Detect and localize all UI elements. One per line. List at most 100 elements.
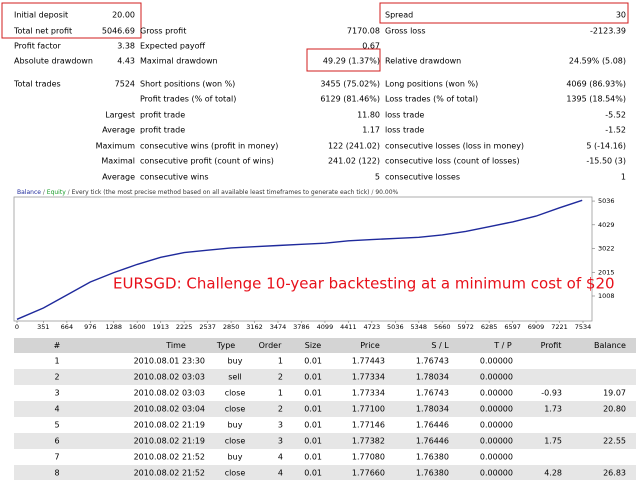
cell: 1.77334 [352, 373, 385, 382]
stat-value: 30 [616, 11, 626, 20]
x-tick-label: 3786 [293, 323, 310, 331]
x-tick-label: 2537 [199, 323, 216, 331]
cell: 1.78034 [416, 405, 449, 414]
cell: 20.80 [603, 405, 626, 414]
x-tick-label: 351 [37, 323, 49, 331]
cell: 1.73 [544, 405, 562, 414]
stat-label: profit trade [140, 111, 185, 120]
header-part: / [370, 189, 376, 196]
chart-header: Balance / Equity / Every tick (the most … [17, 189, 399, 196]
cell: 1 [54, 357, 59, 366]
cell: 1.76380 [416, 469, 449, 478]
stat-value: 4.43 [117, 57, 135, 66]
cell: 1 [278, 389, 283, 398]
x-tick-label: 2850 [223, 323, 240, 331]
stat-label: consecutive wins (profit in money) [140, 142, 278, 151]
cell: 0.01 [304, 453, 322, 462]
x-tick-label: 1913 [152, 323, 169, 331]
stat-label: Total net profit [13, 27, 72, 36]
cell: 0.01 [304, 437, 322, 446]
column-header: S / L [431, 341, 449, 350]
highlight-box [1, 2, 142, 39]
cell: 1.75 [544, 437, 562, 446]
cell: 1.77100 [352, 405, 385, 414]
plot-area [13, 196, 593, 322]
header-part: Equity [47, 189, 66, 196]
cell: 1.77660 [352, 469, 385, 478]
x-tick-label: 3474 [270, 323, 287, 331]
stat-value: 7170.08 [347, 27, 380, 36]
stat-prefix: Average [102, 126, 135, 135]
stat-value: 3455 (75.02%) [320, 80, 380, 89]
stat-prefix: Maximum [96, 142, 136, 151]
stat-label: Initial deposit [14, 11, 68, 20]
x-tick-label: 4411 [340, 323, 357, 331]
stat-label: Expected payoff [140, 42, 205, 51]
cell: 2010.08.01 23:30 [134, 357, 205, 366]
cell: 0.00000 [480, 389, 513, 398]
cell: 0.01 [304, 421, 322, 430]
x-tick-label: 1288 [105, 323, 122, 331]
cell: 0.00000 [480, 421, 513, 430]
row-bg [14, 401, 636, 417]
stat-value: 122 (241.02) [328, 142, 380, 151]
cell: 3 [54, 389, 59, 398]
stat-value: 6129 (81.46%) [320, 95, 380, 104]
x-tick-label: 6285 [481, 323, 498, 331]
column-header: Order [259, 341, 282, 350]
cell: 22.55 [603, 437, 626, 446]
stat-value: 3.38 [117, 42, 135, 51]
y-tick-label: 5036 [598, 197, 615, 205]
stat-value: 4069 (86.93%) [566, 80, 626, 89]
cell: close [225, 405, 246, 414]
stat-label: loss trade [385, 126, 424, 135]
table-header [14, 338, 636, 353]
cell: 1.76743 [416, 389, 449, 398]
cell: 1.76446 [416, 421, 449, 430]
column-header: T / P [493, 341, 512, 350]
header-part: 90.00% [375, 189, 398, 196]
stat-value: -1.52 [605, 126, 626, 135]
cell: 0.00000 [480, 453, 513, 462]
stat-value: 20.00 [112, 11, 135, 20]
cell: 19.07 [603, 389, 626, 398]
stat-label: consecutive losses (loss in money) [385, 142, 524, 151]
stat-prefix: Largest [105, 111, 135, 120]
cell: 4 [278, 453, 283, 462]
cell: 0.00000 [480, 373, 513, 382]
cell: 26.83 [603, 469, 626, 478]
x-tick-label: 4099 [317, 323, 334, 331]
cell: 1.77146 [352, 421, 385, 430]
cell: 5 [54, 421, 59, 430]
x-tick-label: 6909 [528, 323, 545, 331]
cell: 1.77443 [352, 357, 385, 366]
cell: 1.78034 [416, 373, 449, 382]
cell: 0.00000 [480, 469, 513, 478]
cell: 0.01 [304, 373, 322, 382]
stat-value: 5046.69 [102, 27, 135, 36]
column-header: Price [360, 341, 380, 350]
x-tick-label: 0 [15, 323, 19, 331]
stat-label: Relative drawdown [385, 57, 461, 66]
cell: 1.76446 [416, 437, 449, 446]
stat-value: 241.02 (122) [328, 157, 380, 166]
stat-prefix: Average [102, 173, 135, 182]
cell: 0.01 [304, 405, 322, 414]
cell: close [225, 389, 246, 398]
cell: 2010.08.02 21:19 [134, 421, 205, 430]
cell: 4 [54, 405, 59, 414]
x-tick-label: 5036 [387, 323, 404, 331]
stat-value: -15.50 (3) [586, 157, 626, 166]
cell: 2010.08.02 03:03 [134, 389, 205, 398]
balance-line [16, 199, 583, 320]
cell: 2 [54, 373, 59, 382]
cell: 1.77334 [352, 389, 385, 398]
x-tick-label: 664 [61, 323, 73, 331]
x-tick-label: 3162 [246, 323, 263, 331]
highlight-box [306, 48, 381, 72]
stat-label: Maximal drawdown [140, 57, 218, 66]
stat-value: -2123.39 [590, 27, 626, 36]
x-tick-label: 2225 [176, 323, 193, 331]
cell: 2010.08.02 03:03 [134, 373, 205, 382]
stat-label: Short positions (won %) [140, 80, 235, 89]
